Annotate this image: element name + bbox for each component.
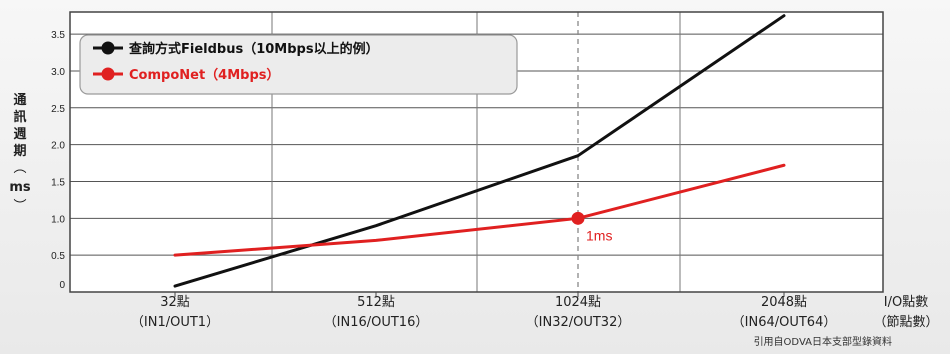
x-axis-sublabel: （節點數）: [873, 315, 938, 330]
y-axis-label-close: ︶: [13, 199, 27, 214]
x-tick-sublabel: （IN1/OUT1）: [131, 315, 219, 330]
highlight-label: 1ms: [586, 227, 612, 243]
y-axis-unit: ms: [9, 180, 31, 195]
y-tick-label: 0.5: [51, 251, 65, 262]
legend-box: [79, 34, 518, 95]
highlight-point: [571, 211, 585, 225]
y-tick-label: 1.0: [51, 214, 65, 225]
y-axis-label-char: 通: [13, 93, 27, 108]
y-tick-label: 2.5: [51, 104, 65, 115]
plot-frame: [69, 11, 884, 293]
series-line: [173, 163, 786, 257]
x-tick-label: 2048點: [761, 295, 807, 310]
series-line: [173, 14, 786, 288]
y-axis-label-char: 週: [13, 127, 27, 142]
y-tick-label: 2.0: [51, 141, 65, 152]
legend-swatch-marker: [101, 67, 115, 81]
legend-label: 查詢方式Fieldbus（10Mbps以上的例）: [128, 41, 379, 57]
x-tick-label: 32點: [160, 295, 190, 310]
x-tick-sublabel: （IN64/OUT64）: [732, 315, 837, 330]
y-axis-label-open: ︵: [13, 161, 27, 176]
y-axis-label: 通訊週期 ︵ ms ︶: [8, 92, 32, 215]
y-axis-label-char: 訊: [13, 110, 27, 125]
y-axis-label-chars: 通訊週期: [8, 92, 32, 160]
legend-swatch-marker: [101, 41, 115, 55]
y-tick-label: 1.5: [51, 177, 65, 188]
x-tick-label: 512點: [357, 295, 395, 310]
y-tick-label: 0: [59, 280, 65, 291]
y-tick-label: 3.5: [51, 30, 65, 41]
x-axis-label: I/O點數: [884, 295, 928, 310]
y-tick-label: 3.0: [51, 67, 65, 78]
x-tick-sublabel: （IN16/OUT16）: [324, 315, 429, 330]
y-axis-label-char: 期: [13, 144, 27, 159]
x-tick-label: 1024點: [555, 295, 601, 310]
source-footnote: 引用自ODVA日本支部型錄資料: [753, 337, 892, 348]
x-tick-sublabel: （IN32/OUT32）: [526, 315, 631, 330]
legend-label: CompoNet（4Mbps）: [129, 67, 280, 83]
